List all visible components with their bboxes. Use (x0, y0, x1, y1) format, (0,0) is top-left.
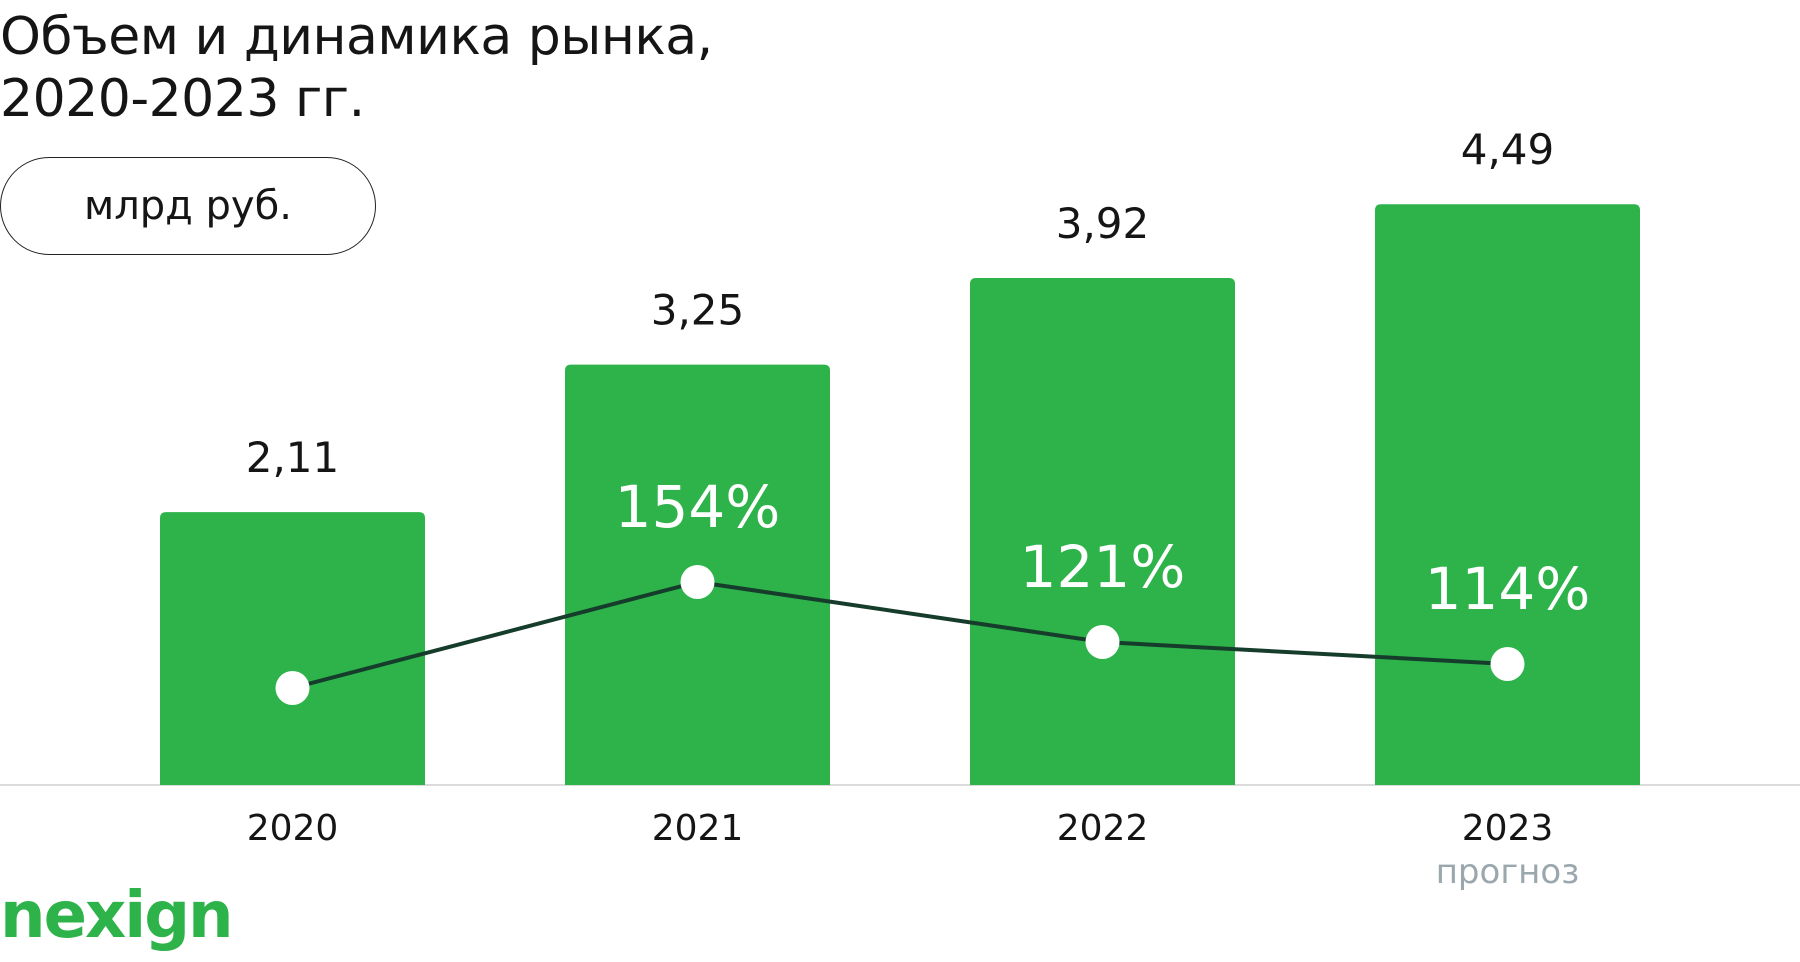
growth-label-2022: 121% (1020, 533, 1186, 601)
x-tick-label-2023: 2023 (1462, 808, 1554, 849)
bar-2022 (970, 277, 1235, 785)
chart-title: Объем и динамика рынка, 2020-2023 гг. (0, 6, 713, 130)
growth-marker-2023 (1490, 647, 1525, 681)
growth-marker-2021 (680, 565, 715, 599)
growth-label-2021: 154% (615, 473, 781, 541)
forecast-note: прогноз (1436, 852, 1580, 892)
x-tick-label-2020: 2020 (247, 808, 339, 849)
bar-2023 (1375, 204, 1640, 785)
x-tick-label-2021: 2021 (652, 808, 744, 849)
x-tick-label-2022: 2022 (1057, 808, 1149, 849)
value-label-2020: 2,11 (246, 433, 340, 482)
value-label-2023: 4,49 (1461, 125, 1555, 174)
growth-marker-2020 (275, 671, 310, 705)
growth-label-2023: 114% (1425, 555, 1591, 623)
unit-badge: млрд руб. (0, 157, 376, 255)
value-label-2021: 3,25 (651, 286, 745, 335)
value-label-2022: 3,92 (1056, 199, 1150, 248)
chart-title-line-2: 2020-2023 гг. (0, 69, 365, 129)
chart-title-line-1: Объем и динамика рынка, (0, 7, 713, 67)
growth-line (291, 579, 1508, 690)
nexign-logo: nexign (0, 879, 234, 953)
bar-2020 (160, 512, 425, 785)
growth-marker-2022 (1085, 625, 1120, 659)
unit-label: млрд руб. (84, 183, 292, 229)
